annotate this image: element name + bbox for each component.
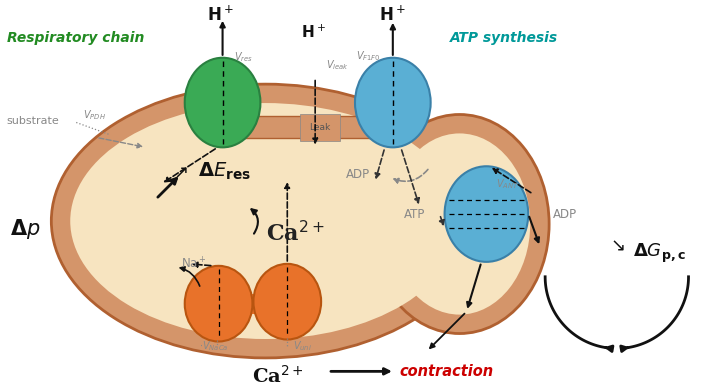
Ellipse shape — [389, 133, 530, 315]
Text: ADP: ADP — [346, 168, 370, 181]
Text: H$^+$: H$^+$ — [301, 23, 325, 41]
Ellipse shape — [185, 266, 252, 342]
Text: $V_{\mathit{PDH}}$: $V_{\mathit{PDH}}$ — [83, 108, 106, 122]
Ellipse shape — [370, 115, 549, 333]
Text: Ca$^{2+}$: Ca$^{2+}$ — [266, 222, 325, 246]
Ellipse shape — [70, 103, 460, 339]
Text: $\searrow$: $\searrow$ — [607, 237, 625, 255]
Text: ATP synthesis: ATP synthesis — [449, 31, 557, 45]
Ellipse shape — [51, 84, 479, 358]
Text: Respiratory chain: Respiratory chain — [6, 31, 144, 45]
Text: Na$^+$: Na$^+$ — [181, 256, 207, 271]
Text: Leak: Leak — [309, 123, 331, 132]
Text: $V_{\mathit{F1F0}}$: $V_{\mathit{F1F0}}$ — [356, 49, 381, 63]
Bar — [228, 117, 395, 138]
Text: $\mathbf{\Delta} \mathbf{\it{E}}_{\mathbf{res}}$: $\mathbf{\Delta} \mathbf{\it{E}}_{\mathb… — [198, 161, 251, 182]
Text: $\nearrow$: $\nearrow$ — [169, 164, 188, 182]
Text: $\mathbf{\Delta}\mathbf{\it{p}}$: $\mathbf{\Delta}\mathbf{\it{p}}$ — [10, 217, 40, 241]
Ellipse shape — [444, 166, 528, 262]
Text: $V_{\mathit{uni}}$: $V_{\mathit{uni}}$ — [292, 340, 312, 353]
Text: $\cdot V_{\mathit{NaCa}}$: $\cdot V_{\mathit{NaCa}}$ — [199, 340, 228, 353]
Text: contraction: contraction — [400, 364, 494, 379]
Ellipse shape — [355, 58, 431, 147]
Bar — [233, 294, 272, 314]
Text: $V_{\mathit{res}}$: $V_{\mathit{res}}$ — [233, 50, 252, 64]
Text: H$^+$: H$^+$ — [380, 5, 406, 25]
Text: $V_{\mathit{leak}}$: $V_{\mathit{leak}}$ — [326, 58, 349, 72]
Text: ADP: ADP — [553, 207, 577, 221]
Text: H$^+$: H$^+$ — [207, 5, 234, 25]
Text: substrate: substrate — [6, 117, 59, 126]
Text: $V_{\mathit{ANT}}$: $V_{\mathit{ANT}}$ — [496, 177, 520, 191]
Ellipse shape — [185, 58, 260, 147]
Text: Ca$^{2+}$: Ca$^{2+}$ — [252, 365, 304, 387]
Text: $\mathbf{\Delta} \mathbf{\it{G}}_{\mathbf{p,c}}$: $\mathbf{\Delta} \mathbf{\it{G}}_{\mathb… — [633, 242, 685, 266]
Ellipse shape — [254, 264, 321, 340]
Text: ATP: ATP — [404, 207, 425, 221]
